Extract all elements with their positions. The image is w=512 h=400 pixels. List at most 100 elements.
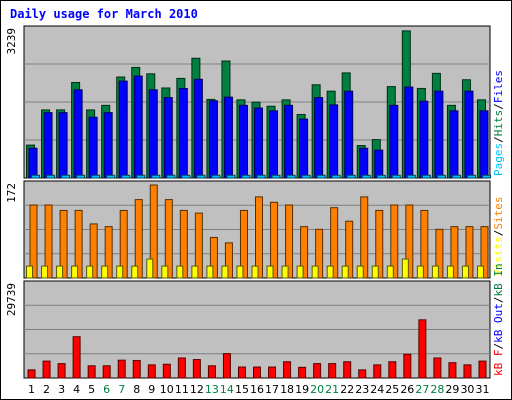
- bar-visits: [86, 265, 94, 279]
- bar-visits: [26, 265, 34, 279]
- bar-sites: [29, 204, 38, 279]
- bar-visits: [236, 265, 244, 279]
- legend-entry-visits: Visits: [492, 236, 505, 276]
- bar-files: [133, 75, 143, 179]
- bar-pages: [421, 174, 431, 179]
- day-label: 12: [190, 383, 204, 396]
- bar-visits: [401, 258, 409, 279]
- day-label: 31: [475, 383, 489, 396]
- legend-entry-hits: Hits: [492, 110, 505, 137]
- day-label: 7: [118, 383, 125, 396]
- bar-visits: [356, 265, 364, 279]
- day-label: 8: [133, 383, 140, 396]
- bar-visits: [161, 265, 169, 279]
- legend-entry-kbout: kB Out: [492, 303, 505, 343]
- bar-sites: [285, 204, 294, 279]
- bar-visits: [386, 265, 394, 279]
- bar-pages: [61, 174, 71, 179]
- day-label: 21: [325, 383, 339, 396]
- bar-kbf: [388, 361, 397, 379]
- bar-files: [404, 86, 414, 179]
- bar-files: [28, 147, 38, 179]
- bar-pages: [46, 174, 56, 179]
- bar-kbf: [162, 363, 171, 379]
- bar-pages: [376, 174, 386, 179]
- bar-visits: [431, 265, 439, 279]
- day-label: 4: [73, 383, 80, 396]
- bar-sites: [224, 242, 233, 279]
- bar-kbf: [132, 359, 141, 379]
- bar-pages: [166, 174, 176, 179]
- bar-files: [178, 87, 188, 179]
- bar-files: [389, 104, 399, 179]
- bar-pages: [331, 174, 341, 179]
- bar-sites: [345, 220, 354, 279]
- bar-kbf: [328, 363, 337, 379]
- day-label: 13: [205, 383, 219, 396]
- bar-files: [88, 116, 98, 179]
- day-label: 16: [250, 383, 264, 396]
- y-max-label: 172: [5, 183, 18, 203]
- bar-kbf: [343, 361, 352, 379]
- bar-visits: [371, 265, 379, 279]
- bar-files: [479, 110, 489, 179]
- bar-files: [299, 118, 309, 179]
- bar-visits: [101, 265, 109, 279]
- bar-visits: [296, 265, 304, 279]
- bar-files: [269, 110, 279, 179]
- bar-pages: [346, 174, 356, 179]
- day-label: 9: [148, 383, 155, 396]
- bar-kbf: [177, 357, 186, 379]
- bar-visits: [41, 265, 49, 279]
- bar-sites: [450, 226, 459, 279]
- bar-pages: [226, 174, 236, 179]
- day-label: 28: [430, 383, 444, 396]
- bar-sites: [375, 209, 384, 279]
- bar-sites: [465, 226, 474, 279]
- bar-visits: [311, 265, 319, 279]
- legend-visits-sites: Visits/Sites: [492, 197, 505, 277]
- bar-files: [148, 89, 158, 179]
- bar-sites: [149, 184, 158, 279]
- chart-title: Daily usage for March 2010: [10, 7, 198, 21]
- bar-kbf: [102, 365, 111, 379]
- bar-files: [419, 100, 429, 179]
- bar-sites: [194, 212, 203, 279]
- bar-visits: [341, 265, 349, 279]
- bar-sites: [315, 228, 324, 279]
- day-label: 23: [355, 383, 369, 396]
- bar-pages: [391, 174, 401, 179]
- bar-files: [58, 112, 68, 179]
- bar-visits: [191, 265, 199, 279]
- day-label: 29: [445, 383, 459, 396]
- bar-kbf: [403, 353, 412, 379]
- bar-files: [103, 112, 113, 179]
- bar-files: [344, 90, 354, 179]
- bar-visits: [116, 265, 124, 279]
- bar-sites: [89, 223, 98, 279]
- bar-files: [73, 89, 83, 179]
- bar-sites: [239, 209, 248, 279]
- day-label: 18: [280, 383, 294, 396]
- bar-kbf: [72, 336, 81, 379]
- bar-pages: [91, 174, 101, 179]
- bar-visits: [416, 265, 424, 279]
- day-label: 1: [28, 383, 35, 396]
- day-label: 5: [88, 383, 95, 396]
- bar-pages: [181, 174, 191, 179]
- legend-separator: /: [492, 343, 505, 350]
- bar-kbf: [298, 366, 307, 379]
- bar-sites: [104, 226, 113, 279]
- bar-visits: [281, 265, 289, 279]
- bar-files: [434, 90, 444, 179]
- bar-sites: [164, 199, 173, 279]
- day-label: 25: [385, 383, 399, 396]
- bar-pages: [316, 174, 326, 179]
- day-label: 24: [370, 383, 384, 396]
- legend-entry-pages: Pages: [492, 143, 505, 176]
- bar-pages: [211, 174, 221, 179]
- bar-pages: [121, 174, 131, 179]
- legend-entry-sites: Sites: [492, 197, 505, 230]
- day-label: 20: [310, 383, 324, 396]
